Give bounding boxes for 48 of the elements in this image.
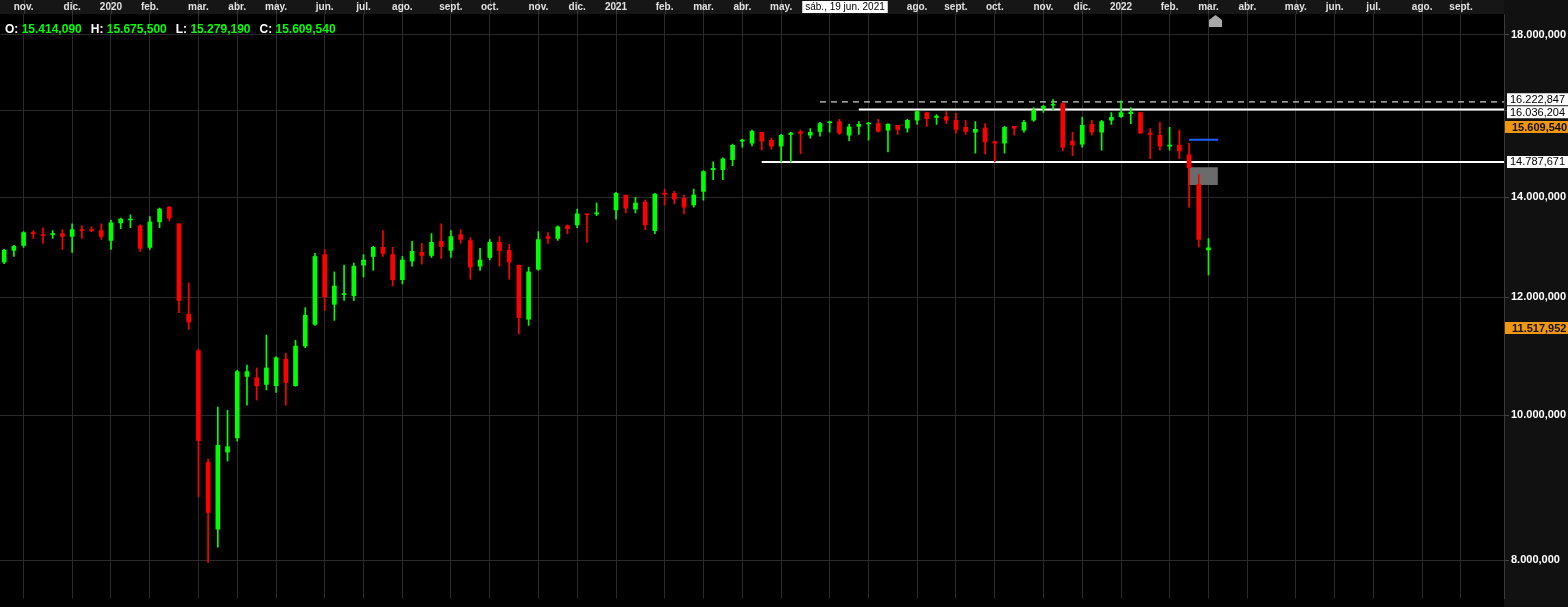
x-tick-label: abr.: [228, 0, 247, 12]
x-tick-label: 2021: [604, 0, 628, 12]
x-tick-label: mar.: [693, 0, 714, 12]
x-tick-label: nov.: [1033, 0, 1054, 12]
x-tick-label: may.: [1284, 0, 1308, 12]
annotation: L: 15.279,190: [175, 22, 251, 37]
x-tick-label: 2022: [1109, 0, 1133, 12]
text: sáb., 19 jun. 2021: [805, 0, 886, 12]
x-tick-label: sept.: [1449, 0, 1473, 12]
y-tick-label: 12.000,000: [1511, 290, 1567, 303]
y-tick-label: 8.000,000: [1511, 553, 1560, 566]
x-tick-label: 2020: [99, 0, 123, 12]
x-tick-label: oct.: [985, 0, 1004, 12]
x-tick-label: jun.: [314, 0, 334, 12]
x-tick-label: mar.: [188, 0, 209, 12]
y-tick-label: 10.000,000: [1511, 408, 1567, 421]
x-tick-label: feb.: [655, 0, 674, 12]
x-tick-label: mar.: [1198, 0, 1219, 12]
data-label: 16.036,204: [1510, 105, 1566, 118]
annotation: C: 15.609,540: [259, 22, 336, 37]
text: 15.609,540: [1512, 120, 1568, 133]
x-tick-label: sept.: [944, 0, 968, 12]
data-label: 14.787,671: [1510, 155, 1566, 168]
x-tick-label: feb.: [1160, 0, 1179, 12]
x-tick-label: jul.: [1365, 0, 1382, 12]
x-tick-label: ago.: [1411, 0, 1433, 12]
x-tick-label: oct.: [480, 0, 499, 12]
x-tick-label: sept.: [439, 0, 463, 12]
x-tick-label: jun.: [1324, 0, 1344, 12]
data-label: 16.222,847: [1510, 92, 1566, 105]
x-tick-label: may.: [265, 0, 288, 12]
x-tick-label: nov.: [13, 0, 34, 12]
x-tick-label: jul.: [355, 0, 371, 12]
x-tick-label: dic.: [568, 0, 587, 12]
x-tick-label: abr.: [1238, 0, 1257, 12]
y-tick-label: 18.000,000: [1511, 27, 1567, 40]
x-tick-label: ago.: [906, 0, 928, 12]
annotation: H: 15.675,500: [90, 22, 168, 37]
x-tick-label: may.: [770, 0, 793, 12]
y-tick-label: 14.000,000: [1511, 190, 1567, 203]
x-tick-label: dic.: [63, 0, 81, 12]
x-tick-label: dic.: [1073, 0, 1092, 12]
x-tick-label: abr.: [733, 0, 752, 12]
text: 11.517,952: [1512, 321, 1567, 334]
x-tick-label: nov.: [528, 0, 549, 12]
x-tick-label: feb.: [140, 0, 159, 12]
annotation: O: 15.414,090: [5, 22, 83, 37]
x-tick-label: ago.: [392, 0, 413, 12]
